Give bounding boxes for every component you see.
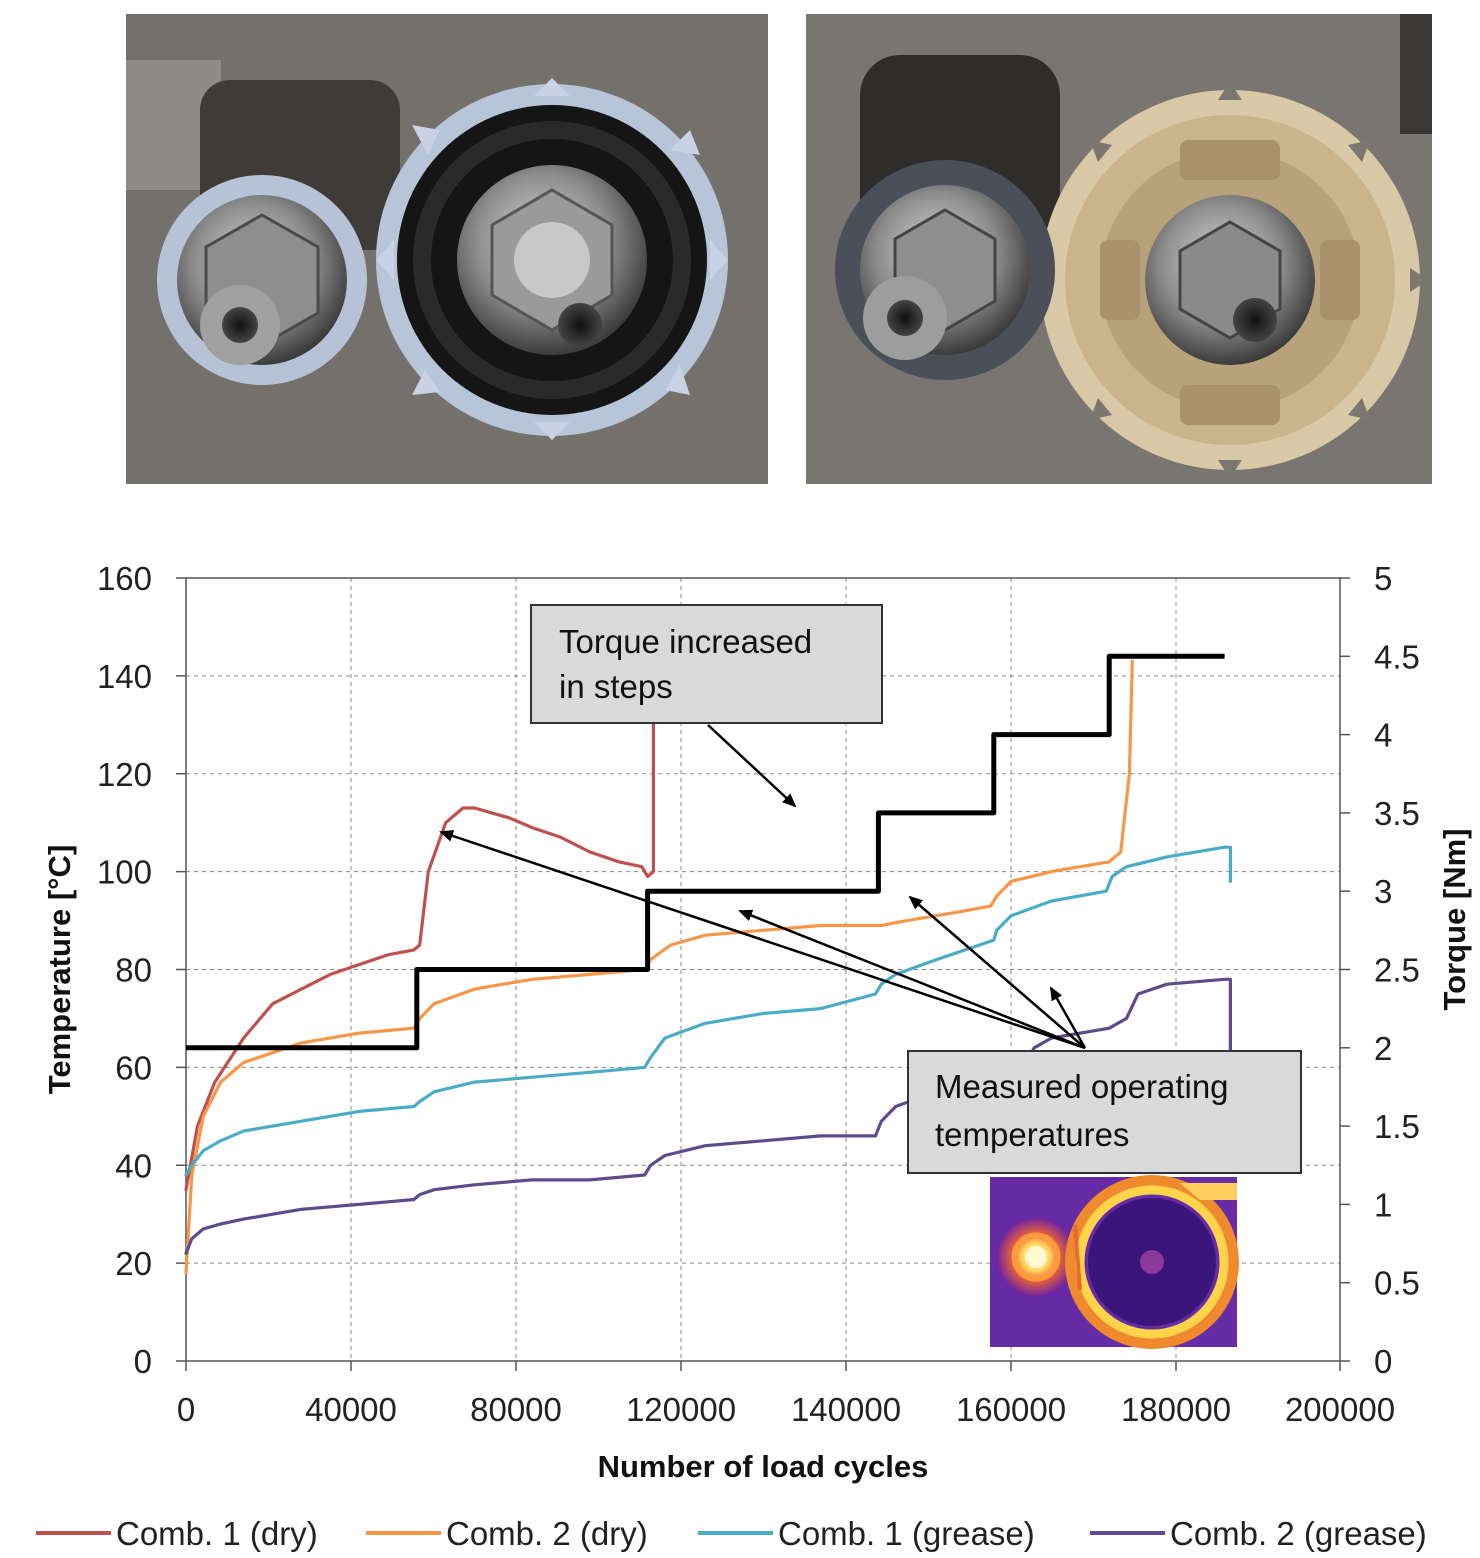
series-line-0 <box>184 630 656 1192</box>
series-line-torque <box>186 653 1225 1051</box>
arrow-to-comb2-grease <box>1049 986 1087 1049</box>
y-tick-label: 60 <box>115 1049 152 1086</box>
y2-axis-title: Torque [Nm] <box>1437 829 1472 1011</box>
y2-tick-label: 0.5 <box>1374 1265 1420 1302</box>
arrow-to-torque <box>707 724 797 808</box>
legend-label: Comb. 2 (dry) <box>446 1515 648 1552</box>
legend-label: Comb. 2 (grease) <box>1170 1515 1427 1552</box>
legend-label: Comb. 1 (grease) <box>778 1515 1035 1552</box>
arrow-to-comb1-grease <box>908 895 1086 1049</box>
callout-line-2: in steps <box>559 668 673 705</box>
x-tick-label: 160000 <box>956 1391 1066 1428</box>
arrow-to-comb1-dry <box>439 830 1086 1050</box>
y-tick-label: 120 <box>97 756 152 793</box>
y-tick-label: 160 <box>97 560 152 597</box>
x-tick-label: 120000 <box>626 1391 736 1428</box>
photo-dry-gears <box>126 14 768 484</box>
callout-measured-temperatures: Measured operating temperatures <box>907 1050 1302 1174</box>
y-axis-title: Temperature [°C] <box>42 845 77 1095</box>
callout-torque-steps: Torque increased in steps <box>530 604 883 724</box>
y-tick-label: 40 <box>115 1147 152 1184</box>
pinion-greased <box>835 160 1055 380</box>
photo-panel <box>126 14 1432 484</box>
y2-tick-label: 5 <box>1374 560 1392 597</box>
legend: Comb. 1 (dry) Comb. 2 (dry) Comb. 1 (greas… <box>36 1515 1427 1552</box>
legend-label: Comb. 1 (dry) <box>116 1515 318 1552</box>
y2-tick-label: 0 <box>1374 1343 1392 1380</box>
y2-tick-label: 3 <box>1374 873 1392 910</box>
gear-black-with-wear-debris <box>376 78 728 440</box>
x-tick-label: 40000 <box>305 1391 397 1428</box>
axis-ticks: 0 20 40 60 80 100 120 140 160 0 0.5 1 1.5 2 2.5 3 3.5 4 4.… <box>97 560 1420 1428</box>
y-tick-label: 80 <box>115 952 152 989</box>
y-tick-label: 20 <box>115 1245 152 1282</box>
series-line-2 <box>184 845 1233 1177</box>
callout-line-2: temperatures <box>935 1116 1129 1153</box>
thermal-image-inset <box>990 1175 1239 1349</box>
y-tick-label: 140 <box>97 658 152 695</box>
y-tick-label: 100 <box>97 854 152 891</box>
callout-box <box>530 604 883 724</box>
annotation-arrows <box>439 724 1087 1050</box>
y2-tick-label: 3.5 <box>1374 795 1420 832</box>
pinion-with-debris <box>157 175 367 385</box>
y2-tick-label: 2.5 <box>1374 952 1420 989</box>
arrow-to-comb2-dry <box>738 909 1086 1050</box>
y2-tick-label: 2 <box>1374 1030 1392 1067</box>
x-tick-label: 0 <box>177 1391 195 1428</box>
x-tick-label: 140000 <box>791 1391 901 1428</box>
x-tick-label: 180000 <box>1121 1391 1231 1428</box>
series-lines <box>184 630 1233 1275</box>
y2-tick-label: 1 <box>1374 1186 1392 1223</box>
y2-tick-label: 1.5 <box>1374 1108 1420 1145</box>
gear-beige-polymer <box>1032 82 1428 478</box>
y-tick-label: 0 <box>134 1343 152 1380</box>
series-line-1 <box>184 659 1134 1275</box>
callout-line-1: Measured operating <box>935 1068 1229 1105</box>
x-tick-label: 80000 <box>470 1391 562 1428</box>
callout-box <box>907 1050 1302 1174</box>
x-tick-label: 200000 <box>1285 1391 1395 1428</box>
y2-tick-label: 4.5 <box>1374 638 1420 675</box>
series-line-3 <box>184 977 1233 1255</box>
y2-tick-label: 4 <box>1374 717 1392 754</box>
temperature-torque-chart: 0 20 40 60 80 100 120 140 160 0 0.5 1 1.5 2 2.5 3 3.5 4 4.… <box>42 560 1472 1484</box>
photo-greased-gears <box>806 14 1432 484</box>
callout-line-1: Torque increased <box>559 623 812 660</box>
x-axis-title: Number of load cycles <box>598 1449 929 1484</box>
